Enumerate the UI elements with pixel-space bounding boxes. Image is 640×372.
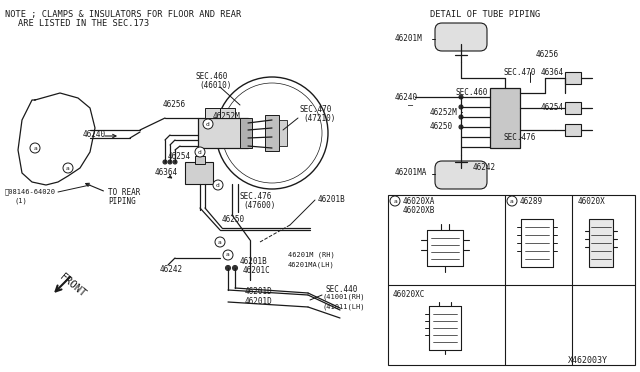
Text: a: a (66, 166, 70, 170)
Text: 46256: 46256 (536, 50, 559, 59)
Text: SEC.470: SEC.470 (503, 68, 536, 77)
Text: 46020XC: 46020XC (393, 290, 426, 299)
Circle shape (459, 95, 463, 99)
Bar (565, 72, 581, 84)
Text: TO REAR: TO REAR (108, 188, 140, 197)
Text: 46252M: 46252M (430, 108, 458, 117)
FancyBboxPatch shape (435, 161, 487, 189)
Circle shape (173, 160, 177, 164)
Text: SEC.460: SEC.460 (455, 88, 488, 97)
Text: a: a (510, 199, 514, 203)
Text: d: d (198, 150, 202, 154)
Text: DETAIL OF TUBE PIPING: DETAIL OF TUBE PIPING (430, 10, 540, 19)
Circle shape (215, 237, 225, 247)
Text: FRONT: FRONT (58, 272, 88, 300)
Text: d: d (216, 183, 220, 187)
Circle shape (459, 125, 463, 129)
Bar (185, 162, 213, 184)
Text: 46201C: 46201C (243, 266, 271, 275)
Text: PIPING: PIPING (108, 197, 136, 206)
Bar (198, 118, 248, 148)
Text: ARE LISTED IN THE SEC.173: ARE LISTED IN THE SEC.173 (18, 19, 149, 28)
Text: 46201D: 46201D (245, 297, 273, 306)
Text: 46252M: 46252M (213, 112, 241, 121)
Text: 46250: 46250 (222, 215, 245, 224)
Text: a: a (226, 253, 230, 257)
Text: —: — (408, 101, 413, 110)
Bar (220, 108, 235, 118)
Text: (1): (1) (14, 197, 27, 203)
Circle shape (168, 160, 172, 164)
Text: (47600): (47600) (243, 201, 275, 210)
Bar (265, 115, 279, 151)
Bar (490, 88, 520, 148)
Text: (46010): (46010) (199, 81, 232, 90)
Circle shape (225, 266, 230, 270)
Text: 46201D: 46201D (245, 287, 273, 296)
Text: SEC.476: SEC.476 (240, 192, 273, 201)
Circle shape (63, 163, 73, 173)
Text: 46240: 46240 (83, 130, 106, 139)
Circle shape (223, 250, 233, 260)
Text: Ⓑ08146-64020: Ⓑ08146-64020 (5, 188, 56, 195)
Text: 46020XB: 46020XB (403, 206, 435, 215)
Bar (205, 108, 220, 118)
Text: 46201B: 46201B (240, 257, 268, 266)
Text: 46250: 46250 (430, 122, 453, 131)
Text: 46242: 46242 (160, 265, 183, 274)
Text: X462003Y: X462003Y (568, 356, 608, 365)
Text: (47210): (47210) (303, 114, 335, 123)
Text: 46201B: 46201B (318, 195, 346, 204)
Text: 46254: 46254 (541, 103, 564, 112)
Text: a: a (393, 199, 397, 203)
Text: SEC.440: SEC.440 (325, 285, 357, 294)
Text: 46364: 46364 (541, 68, 564, 77)
Text: 46201M: 46201M (395, 34, 423, 43)
Bar (240, 118, 252, 148)
Text: (41011(LH): (41011(LH) (322, 303, 365, 310)
Circle shape (195, 147, 205, 157)
Bar (195, 156, 205, 164)
Circle shape (390, 196, 400, 206)
Text: SEC.470: SEC.470 (300, 105, 332, 114)
Text: 46020X: 46020X (578, 197, 605, 206)
Circle shape (216, 77, 328, 189)
Bar (279, 120, 287, 146)
Text: 46020XA: 46020XA (403, 197, 435, 206)
Bar (589, 219, 613, 267)
Circle shape (222, 83, 322, 183)
Circle shape (232, 266, 237, 270)
Text: 46254: 46254 (168, 152, 191, 161)
Circle shape (459, 115, 463, 119)
Text: SEC.476: SEC.476 (504, 133, 536, 142)
Text: a: a (218, 240, 222, 244)
Text: 46201MA(LH): 46201MA(LH) (288, 261, 335, 267)
Text: (41001(RH): (41001(RH) (322, 294, 365, 301)
Circle shape (507, 196, 517, 206)
Circle shape (213, 180, 223, 190)
Text: 46242: 46242 (473, 163, 496, 172)
Text: 46201MA: 46201MA (395, 168, 428, 177)
Text: d: d (206, 122, 210, 126)
Bar (388, 195, 635, 365)
Text: 46256: 46256 (163, 100, 186, 109)
Text: a: a (33, 145, 37, 151)
Bar (565, 102, 581, 114)
Circle shape (203, 119, 213, 129)
Text: 46201M (RH): 46201M (RH) (288, 252, 335, 259)
Circle shape (30, 143, 40, 153)
Text: 46289: 46289 (520, 197, 543, 206)
FancyBboxPatch shape (435, 23, 487, 51)
Bar (565, 124, 581, 136)
Text: 46364: 46364 (155, 168, 178, 177)
Text: NOTE ; CLAMPS & INSULATORS FOR FLOOR AND REAR: NOTE ; CLAMPS & INSULATORS FOR FLOOR AND… (5, 10, 241, 19)
Circle shape (459, 105, 463, 109)
Text: 46240: 46240 (395, 93, 418, 102)
Text: SEC.460: SEC.460 (196, 72, 228, 81)
Circle shape (163, 160, 167, 164)
